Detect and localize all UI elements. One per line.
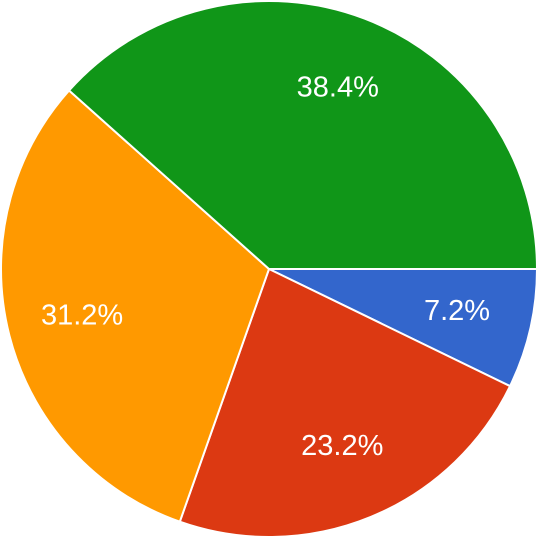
slice-label: 7.2% [424,295,490,327]
slice-label: 38.4% [297,71,379,103]
pie-slice [268,268,538,388]
pie-slice [178,267,512,538]
pie-slice [67,0,538,270]
slice-label: 23.2% [301,430,383,462]
slice-label: 31.2% [41,300,123,332]
pie-slice [0,89,271,523]
